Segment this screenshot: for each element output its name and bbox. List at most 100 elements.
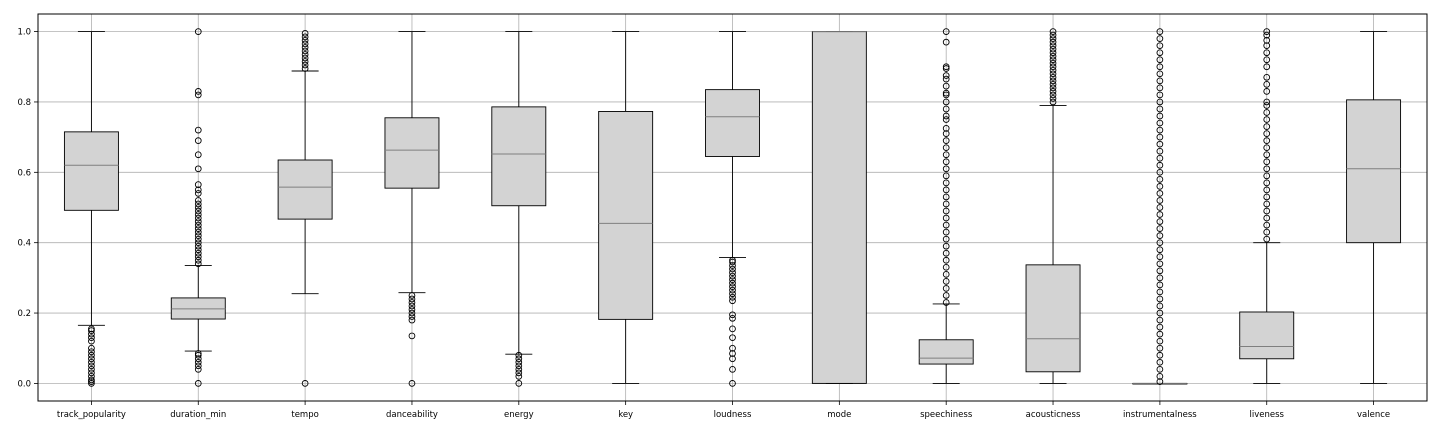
outlier-point — [515, 358, 523, 366]
outlier-point — [942, 72, 950, 79]
outlier-point — [942, 270, 950, 278]
y-tick-label: 1.0 — [17, 28, 31, 38]
outlier-point — [942, 193, 950, 201]
outlier-point — [1156, 105, 1164, 113]
outlier-point — [1156, 246, 1164, 254]
outlier-point — [515, 362, 523, 370]
box-tempo — [277, 70, 333, 295]
outlier-point — [1156, 323, 1164, 331]
outlier-point — [88, 378, 95, 386]
outlier-point — [194, 218, 202, 225]
outlier-point — [942, 186, 950, 194]
outlier-point — [194, 204, 202, 211]
box-track_popularity — [63, 31, 119, 326]
outlier-point — [408, 295, 416, 303]
outlier-point — [942, 75, 950, 83]
outlier-point — [88, 369, 95, 377]
outlier-point — [194, 242, 202, 250]
box-energy — [491, 31, 547, 355]
outlier-point — [1263, 158, 1271, 166]
box-liveness — [1239, 242, 1295, 384]
outlier-point — [1263, 207, 1271, 215]
outlier-point — [1156, 309, 1164, 317]
outlier-point — [515, 380, 523, 387]
box-iqr — [63, 131, 119, 211]
x-tick-label: instrumentalness — [1123, 410, 1197, 420]
outlier-point — [942, 28, 950, 35]
outlier-point — [1263, 28, 1271, 35]
outlier-point — [729, 262, 736, 269]
outlier-point — [1156, 267, 1164, 275]
outlier-point — [1156, 218, 1164, 225]
outlier-point — [1263, 98, 1271, 106]
outlier-point — [301, 40, 309, 48]
outlier-point — [88, 365, 95, 373]
outlier-point — [1049, 49, 1057, 57]
outlier-point — [194, 225, 202, 232]
outlier-point — [1156, 91, 1164, 99]
outlier-point — [194, 380, 202, 387]
outlier-point — [1156, 119, 1164, 127]
box-iqr — [1025, 264, 1081, 373]
outlier-point — [194, 221, 202, 229]
outlier-point — [1049, 84, 1057, 92]
outlier-point — [1049, 42, 1057, 50]
y-tick-label: 0.8 — [17, 98, 31, 108]
outlier-point — [515, 369, 523, 377]
outlier-point — [301, 29, 309, 37]
outlier-point — [301, 33, 309, 41]
outlier-point — [1156, 35, 1164, 42]
outlier-point — [1156, 253, 1164, 261]
outlier-point — [1156, 77, 1164, 85]
x-tick-label: loudness — [714, 410, 752, 420]
outlier-point — [88, 376, 95, 384]
outlier-point — [1049, 77, 1057, 85]
outlier-point — [942, 235, 950, 243]
outlier-point — [1156, 49, 1164, 57]
box-iqr — [918, 339, 974, 365]
outlier-point — [942, 130, 950, 137]
outlier-point — [301, 51, 309, 58]
outlier-point — [1156, 211, 1164, 218]
outlier-point — [1156, 190, 1164, 197]
outlier-point — [1263, 228, 1271, 236]
outlier-point — [942, 112, 950, 120]
outlier-point — [88, 337, 95, 345]
outlier-point — [1263, 214, 1271, 222]
outlier-point — [88, 380, 95, 387]
outlier-point — [1156, 204, 1164, 211]
outlier-point — [1263, 31, 1271, 39]
outlier-point — [1156, 288, 1164, 296]
outlier-point — [942, 242, 950, 250]
outlier-point — [1049, 35, 1057, 42]
outlier-point — [1156, 358, 1164, 366]
x-tick-label: mode — [827, 410, 851, 420]
outlier-point — [1049, 31, 1057, 39]
outlier-point — [408, 313, 416, 320]
outlier-point — [194, 350, 202, 357]
outlier-point — [1156, 63, 1164, 71]
outlier-point — [1156, 70, 1164, 78]
box-valence — [1346, 31, 1402, 384]
outlier-point — [1049, 73, 1057, 81]
outlier-point — [1156, 344, 1164, 352]
outlier-point — [1156, 232, 1164, 239]
y-tick-label: 0.0 — [17, 379, 31, 389]
boxes — [63, 31, 1402, 385]
outlier-point — [515, 351, 523, 359]
outlier-point — [942, 144, 950, 152]
outlier-point — [1263, 200, 1271, 208]
outlier-point — [942, 179, 950, 187]
box-acousticness — [1025, 105, 1081, 384]
outlier-point — [194, 239, 202, 247]
x-tick-label: liveness — [1249, 410, 1284, 420]
outlier-point — [1049, 59, 1057, 67]
box-loudness — [705, 31, 760, 258]
outlier-point — [194, 362, 202, 370]
box-iqr — [811, 31, 867, 384]
outlier-point — [942, 263, 950, 271]
outlier-point — [88, 373, 95, 380]
box-instrumentalness — [1132, 382, 1188, 385]
